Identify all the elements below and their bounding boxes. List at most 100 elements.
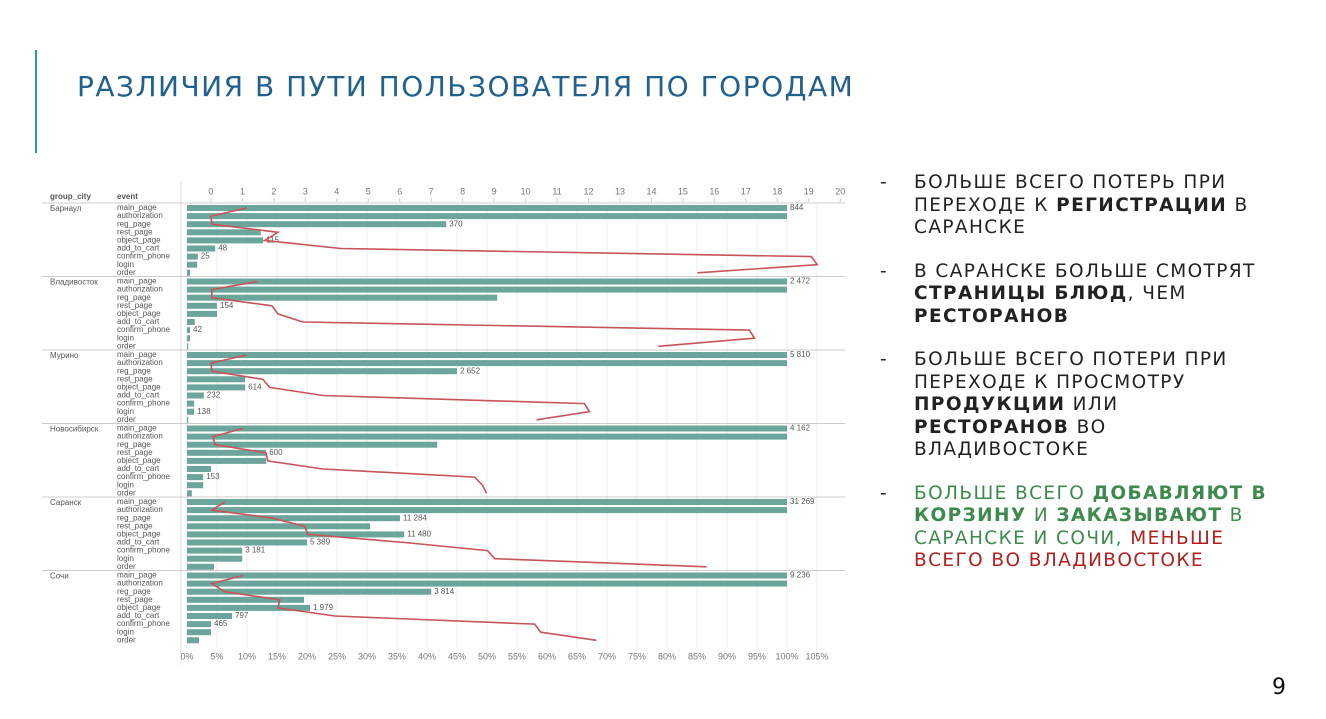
count-label: 600	[269, 448, 283, 457]
event-label: main_page	[117, 571, 157, 580]
x2-tick-label: 13	[615, 186, 625, 196]
bullet: - БОЛЬШЕ ВСЕГО ПОТЕРЬ ПРИ ПЕРЕХОДЕ К РЕГИ…	[880, 172, 1270, 240]
city-label: Саранск	[50, 498, 82, 507]
x2-tick-label: 11	[552, 186, 561, 196]
bar	[187, 539, 307, 546]
bullet-text: РЕСТОРАНОВ	[914, 416, 1070, 438]
bullet-marker: -	[880, 482, 889, 504]
x-tick-label: 105%	[805, 651, 828, 661]
count-label: 3 181	[245, 546, 266, 555]
event-label: rest_page	[117, 448, 153, 457]
event-label: rest_page	[117, 374, 153, 383]
event-label: reg_page	[117, 366, 151, 375]
x-tick-label: 50%	[478, 651, 496, 661]
x-tick-label: 45%	[448, 651, 466, 661]
event-label: reg_page	[117, 513, 151, 522]
x-tick-label: 100%	[775, 651, 798, 661]
x-tick-label: 40%	[418, 651, 436, 661]
count-label: 370	[449, 219, 463, 228]
bar	[187, 400, 195, 407]
bar	[187, 269, 190, 276]
x2-tick-label: 0	[208, 186, 213, 196]
bullet-text: БОЛЬШЕ ВСЕГО ПОТЕРИ ПРИ ПЕРЕХОДЕ К ПРОСМ…	[914, 349, 1228, 393]
count-label: 5 389	[310, 538, 331, 547]
x-tick-label: 75%	[628, 651, 646, 661]
count-label: 42	[193, 325, 202, 334]
x-tick-label: 5%	[210, 651, 223, 661]
x-tick-label: 25%	[328, 651, 346, 661]
count-label: 614	[248, 383, 262, 392]
page-number: 9	[1272, 675, 1286, 700]
bar	[187, 563, 214, 570]
count-label: 2 652	[460, 366, 481, 375]
conversion-line	[211, 280, 756, 348]
count-label: 48	[218, 244, 227, 253]
x-tick-label: 70%	[598, 651, 616, 661]
bar	[187, 205, 787, 211]
x-tick-label: 55%	[508, 651, 526, 661]
x2-tick-label: 16	[709, 186, 719, 196]
bullet-marker: -	[880, 349, 889, 370]
event-label: confirm_phone	[117, 546, 170, 555]
bullet-text: ИЛИ	[1065, 394, 1119, 415]
event-label: rest_page	[117, 595, 153, 604]
event-label: object_page	[117, 530, 161, 539]
event-label: main_page	[117, 424, 157, 433]
x-tick-label: 30%	[358, 651, 376, 661]
x2-tick-label: 3	[303, 186, 308, 196]
bar	[187, 531, 405, 538]
x2-tick-label: 7	[429, 186, 434, 196]
event-label: add_to_cart	[117, 317, 160, 326]
bar	[187, 555, 243, 562]
bullet-text: ЗАКАЗЫВАЮТ	[1056, 505, 1223, 526]
event-label: confirm_phone	[117, 252, 170, 261]
event-label: main_page	[117, 277, 157, 286]
count-label: 1 979	[313, 603, 334, 612]
bar	[187, 335, 190, 342]
x2-tick-label: 9	[492, 186, 497, 196]
bar	[187, 637, 199, 644]
bar	[187, 343, 189, 350]
count-label: 232	[207, 391, 221, 400]
x-tick-label: 65%	[568, 651, 586, 661]
bar	[187, 604, 310, 611]
bar	[187, 596, 304, 603]
bullet: - В САРАНСКЕ БОЛЬШЕ СМОТРЯТ СТРАНИЦЫ БЛЮД…	[880, 261, 1270, 329]
bar	[187, 482, 204, 489]
bullet-list: - БОЛЬШЕ ВСЕГО ПОТЕРЬ ПРИ ПЕРЕХОДЕ К РЕГИ…	[880, 172, 1270, 594]
event-label: order	[117, 562, 136, 571]
event-label: order	[117, 341, 136, 350]
bar	[187, 613, 232, 619]
bullet: - БОЛЬШЕ ВСЕГО ДОБАВЛЯЮТ В КОРЗИНУ И ЗАКА…	[880, 483, 1270, 573]
x2-tick-label: 5	[366, 186, 371, 196]
event-label: login	[117, 407, 134, 416]
x-tick-label: 15%	[268, 651, 286, 661]
event-label: confirm_phone	[117, 472, 170, 481]
event-label: login	[117, 554, 134, 563]
event-label: login	[117, 627, 134, 636]
event-label: rest_page	[117, 227, 153, 236]
x2-tick-label: 19	[804, 186, 814, 196]
column-header: group_city	[50, 192, 91, 201]
bar	[187, 319, 195, 325]
event-label: order	[117, 635, 136, 644]
event-label: authorization	[117, 285, 163, 294]
x-tick-label: 80%	[658, 651, 676, 661]
x2-tick-label: 10	[521, 186, 531, 196]
event-label: main_page	[117, 350, 157, 359]
bar	[187, 474, 204, 481]
event-label: authorization	[117, 432, 163, 441]
city-label: Новосибирск	[50, 425, 99, 434]
bullet-text: ВО ВЛАДИВОСТОКЕ	[914, 416, 1107, 461]
bar	[187, 515, 400, 522]
bar	[187, 433, 787, 440]
conversion-line	[210, 354, 591, 421]
city-label: Владивосток	[50, 278, 98, 287]
bar	[187, 261, 198, 268]
count-label: 11 480	[407, 530, 431, 539]
x2-tick-label: 6	[397, 186, 402, 196]
event-label: main_page	[117, 203, 157, 212]
x2-tick-label: 12	[584, 186, 594, 196]
